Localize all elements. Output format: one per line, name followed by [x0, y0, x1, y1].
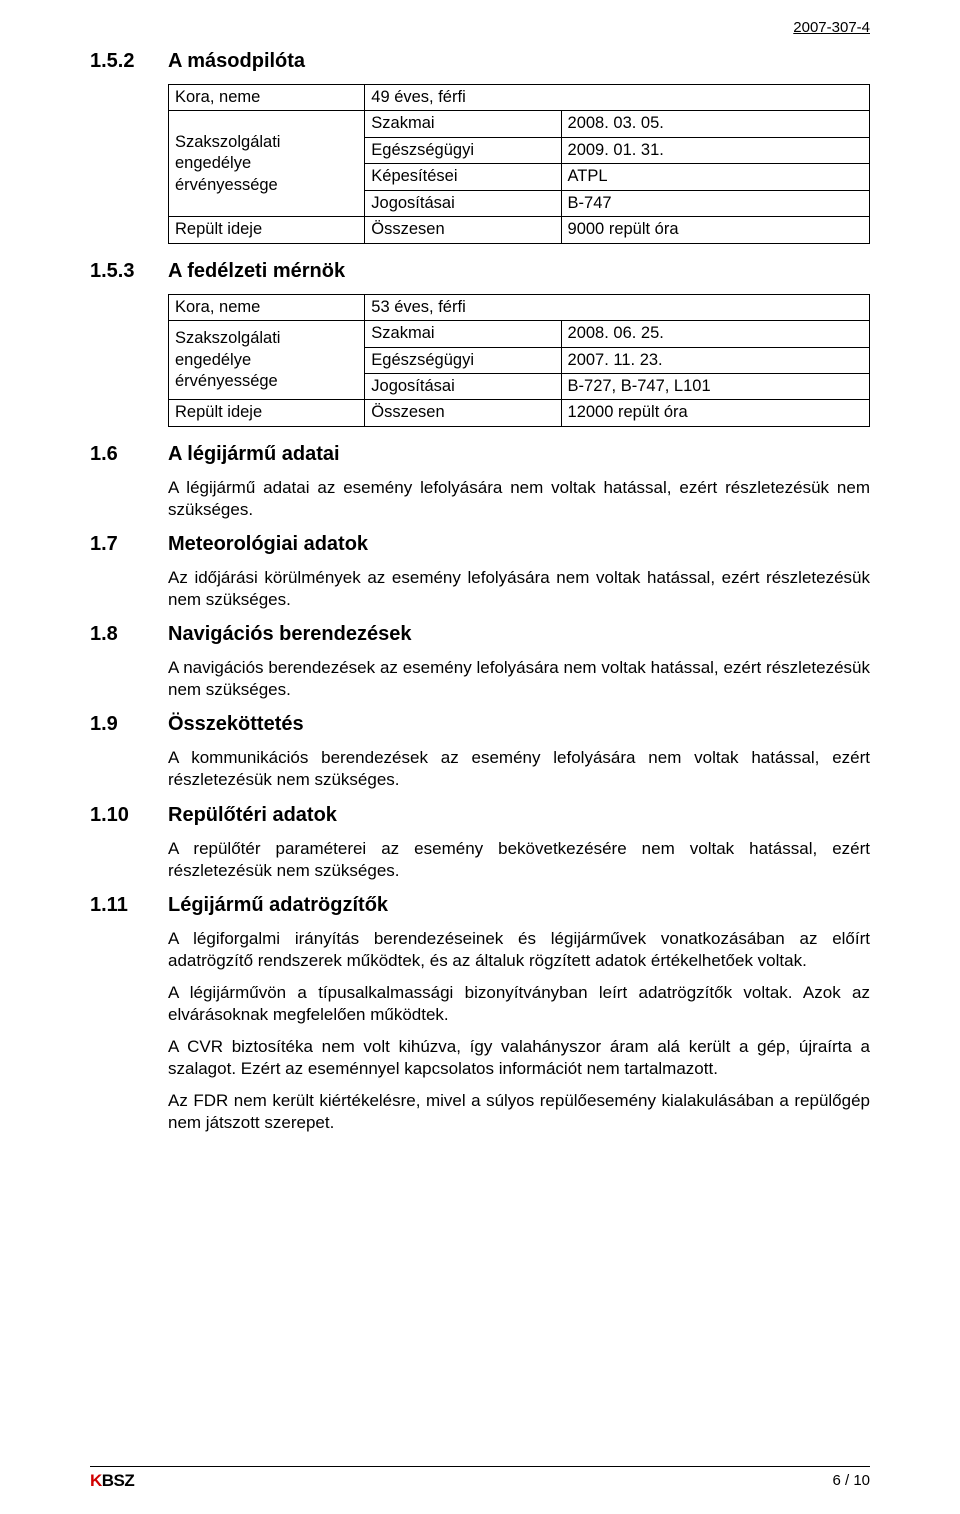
heading-19: 1.9 Összeköttetés [90, 711, 870, 737]
cell-value: 2008. 06. 25. [561, 321, 869, 347]
cell-sub: Jogosításai [365, 373, 561, 399]
heading-title: Légijármű adatrögzítők [168, 892, 388, 918]
cell-sub: Összesen [365, 217, 561, 243]
cell-label: Repült ideje [169, 400, 365, 426]
cell-value: 2008. 03. 05. [561, 111, 869, 137]
section-17-body: Az időjárási körülmények az esemény lefo… [168, 567, 870, 611]
paragraph: A légijármű adatai az esemény lefolyásár… [168, 477, 870, 521]
heading-num: 1.9 [90, 711, 168, 737]
table-row: Kora, neme 53 éves, férfi [169, 294, 870, 320]
paragraph: A légiforgalmi irányítás berendezéseinek… [168, 928, 870, 972]
section-152-body: Kora, neme 49 éves, férfi Szakszolgálati… [168, 84, 870, 244]
heading-17: 1.7 Meteorológiai adatok [90, 531, 870, 557]
heading-18: 1.8 Navigációs berendezések [90, 621, 870, 647]
heading-title: A fedélzeti mérnök [168, 258, 345, 284]
heading-110: 1.10 Repülőtéri adatok [90, 802, 870, 828]
cell-value: B-747 [561, 190, 869, 216]
heading-title: Navigációs berendezések [168, 621, 411, 647]
logo-k: K [90, 1471, 102, 1490]
cell-value: B-727, B-747, L101 [561, 373, 869, 399]
heading-num: 1.5.2 [90, 48, 168, 74]
section-16-body: A légijármű adatai az esemény lefolyásár… [168, 477, 870, 521]
heading-16: 1.6 A légijármű adatai [90, 441, 870, 467]
section-153-body: Kora, neme 53 éves, férfi Szakszolgálati… [168, 294, 870, 427]
section-110-body: A repülőtér paraméterei az esemény beköv… [168, 838, 870, 882]
cell-sub: Összesen [365, 400, 561, 426]
heading-title: Meteorológiai adatok [168, 531, 368, 557]
paragraph: Az időjárási körülmények az esemény lefo… [168, 567, 870, 611]
paragraph: Az FDR nem került kiértékelésre, mivel a… [168, 1090, 870, 1134]
cell-value: 9000 repült óra [561, 217, 869, 243]
table-152: Kora, neme 49 éves, férfi Szakszolgálati… [168, 84, 870, 244]
section-19-body: A kommunikációs berendezések az esemény … [168, 747, 870, 791]
table-row: Kora, neme 49 éves, férfi [169, 85, 870, 111]
paragraph: A navigációs berendezések az esemény lef… [168, 657, 870, 701]
paragraph: A CVR biztosítéka nem volt kihúzva, így … [168, 1036, 870, 1080]
logo-rest: BSZ [102, 1471, 135, 1490]
table-row: Szakszolgálati engedélye érvényessége Sz… [169, 321, 870, 347]
table-153: Kora, neme 53 éves, férfi Szakszolgálati… [168, 294, 870, 427]
heading-num: 1.11 [90, 892, 168, 918]
section-111-body: A légiforgalmi irányítás berendezéseinek… [168, 928, 870, 1135]
cell-value: ATPL [561, 164, 869, 190]
heading-title: A légijármű adatai [168, 441, 340, 467]
footer: KBSZ 6 / 10 [90, 1466, 870, 1492]
document-id: 2007-307-4 [793, 18, 870, 38]
heading-153: 1.5.3 A fedélzeti mérnök [90, 258, 870, 284]
cell-sub: Egészségügyi [365, 347, 561, 373]
cell-value: 53 éves, férfi [365, 294, 870, 320]
cell-value: 2009. 01. 31. [561, 137, 869, 163]
cell-value: 2007. 11. 23. [561, 347, 869, 373]
heading-111: 1.11 Légijármű adatrögzítők [90, 892, 870, 918]
heading-num: 1.5.3 [90, 258, 168, 284]
cell-value: 12000 repült óra [561, 400, 869, 426]
paragraph: A légijárművön a típusalkalmassági bizon… [168, 982, 870, 1026]
heading-num: 1.6 [90, 441, 168, 467]
table-row: Szakszolgálati engedélye érvényessége Sz… [169, 111, 870, 137]
table-row: Repült ideje Összesen 12000 repült óra [169, 400, 870, 426]
cell-sub: Képesítései [365, 164, 561, 190]
cell-sub: Szakmai [365, 321, 561, 347]
heading-title: Repülőtéri adatok [168, 802, 337, 828]
page-number: 6 / 10 [832, 1471, 870, 1491]
table-row: Repült ideje Összesen 9000 repült óra [169, 217, 870, 243]
cell-label: Kora, neme [169, 85, 365, 111]
heading-title: A másodpilóta [168, 48, 305, 74]
heading-num: 1.10 [90, 802, 168, 828]
paragraph: A kommunikációs berendezések az esemény … [168, 747, 870, 791]
section-18-body: A navigációs berendezések az esemény lef… [168, 657, 870, 701]
cell-label: Kora, neme [169, 294, 365, 320]
heading-title: Összeköttetés [168, 711, 304, 737]
cell-sub: Jogosításai [365, 190, 561, 216]
heading-152: 1.5.2 A másodpilóta [90, 48, 870, 74]
footer-logo: KBSZ [90, 1470, 134, 1492]
cell-label: Szakszolgálati engedélye érvényessége [169, 111, 365, 217]
cell-sub: Egészségügyi [365, 137, 561, 163]
heading-num: 1.8 [90, 621, 168, 647]
cell-label: Repült ideje [169, 217, 365, 243]
cell-label: Szakszolgálati engedélye érvényessége [169, 321, 365, 400]
paragraph: A repülőtér paraméterei az esemény beköv… [168, 838, 870, 882]
cell-sub: Szakmai [365, 111, 561, 137]
heading-num: 1.7 [90, 531, 168, 557]
cell-value: 49 éves, férfi [365, 85, 870, 111]
